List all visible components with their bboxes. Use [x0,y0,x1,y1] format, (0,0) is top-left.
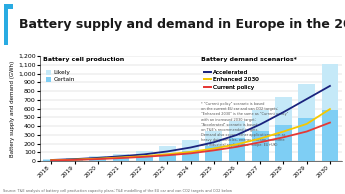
Bar [66,158,83,160]
Bar [322,64,338,109]
Bar [298,118,315,161]
Text: Battery demand scenarios*: Battery demand scenarios* [201,57,297,62]
Bar [252,131,269,161]
Bar [89,159,106,161]
Bar [112,158,129,161]
Text: Source: T&E analysis of battery cell production capacity plans; T&E modelling of: Source: T&E analysis of battery cell pro… [3,189,233,193]
Bar [89,157,106,159]
Text: Battery supply and demand in Europe in the 2020s: Battery supply and demand in Europe in t… [19,18,345,31]
Text: * "Current policy" scenario is based
on the current EU car and van CO2 targets;
: * "Current policy" scenario is based on … [201,102,288,147]
Bar [322,109,338,161]
Bar [275,97,292,125]
Bar [66,160,83,161]
Y-axis label: Battery supply and demand (GWh): Battery supply and demand (GWh) [10,61,15,157]
FancyBboxPatch shape [4,4,13,10]
Text: Battery cell production: Battery cell production [43,57,124,62]
Bar [252,110,269,131]
Legend: Accelerated, Enhanced 2030, Current policy: Accelerated, Enhanced 2030, Current poli… [204,70,259,90]
Bar [206,131,222,146]
Bar [298,84,315,118]
Bar [229,138,245,161]
Bar [136,151,152,156]
Bar [275,125,292,161]
Bar [182,151,199,161]
Bar [159,146,176,154]
Bar [43,159,60,160]
Bar [182,140,199,151]
Bar [136,156,152,161]
Bar [159,154,176,161]
Bar [229,121,245,138]
FancyBboxPatch shape [4,4,8,45]
Bar [206,146,222,161]
Bar [112,154,129,158]
Bar [43,160,60,161]
